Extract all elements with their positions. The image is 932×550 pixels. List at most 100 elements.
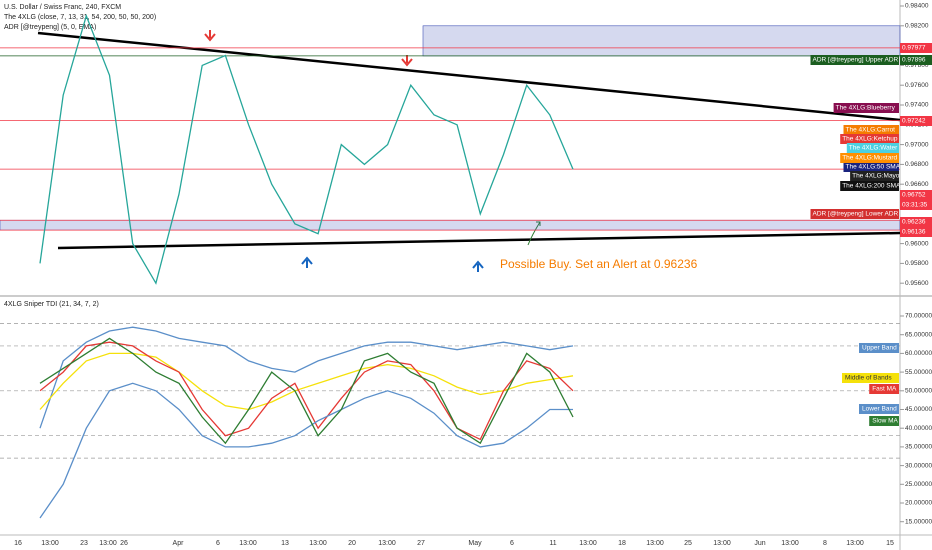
y-tick-label: 60.00000	[905, 350, 932, 357]
indicator-tag-label: The 4XLG:Mayo	[852, 173, 900, 180]
indicator-tag-label: ADR [@treypeng] Upper ADR	[813, 57, 899, 64]
x-tick-label: May	[468, 540, 482, 547]
y-tick-label: 35.00000	[905, 444, 932, 451]
price-tag	[900, 217, 932, 227]
indicator-tag-label: The 4XLG:Carrot	[846, 127, 896, 134]
x-tick-label: 13:00	[713, 540, 731, 547]
x-tick-label: 13:00	[646, 540, 664, 547]
x-tick-label: 8	[823, 540, 827, 547]
price-tag-label: 0.97896	[902, 57, 926, 64]
y-tick-label: 30.00000	[905, 462, 932, 469]
indicator-tag	[843, 125, 899, 135]
y-tick-label: 50.00000	[905, 388, 932, 395]
legend-label: Slow MA	[872, 418, 898, 425]
adr-zone	[422, 25, 901, 57]
x-tick-label: 13:00	[378, 540, 396, 547]
indicator-tag	[846, 143, 899, 153]
legend-swatch	[869, 416, 899, 426]
x-tick-label: 13	[281, 540, 289, 547]
y-tick-label: 55.00000	[905, 369, 932, 376]
y-tick-label: 0.96600	[905, 181, 929, 188]
y-tick-label: 0.98200	[905, 23, 929, 30]
x-tick-label: 13:00	[239, 540, 257, 547]
x-tick-label: 13:00	[846, 540, 864, 547]
indicator-tag	[810, 209, 899, 219]
x-tick-label: 13:00	[579, 540, 597, 547]
indicator-tag-label: The 4XLG:200 SMA	[842, 183, 901, 190]
indicator-tag-label: The 4XLG:Mustard	[842, 155, 897, 162]
x-tick-label: 18	[618, 540, 626, 547]
indicator-tag	[850, 171, 899, 181]
x-tick-label: 13:00	[41, 540, 59, 547]
x-tick-label: 13:00	[309, 540, 327, 547]
legend-label: Upper Band	[862, 345, 897, 352]
x-tick-label: 15	[886, 540, 894, 547]
chart-title: U.S. Dollar / Swiss Franc, 240, FXCM	[4, 4, 121, 11]
legend-label: Middle of Bands	[845, 375, 892, 382]
tdi-line	[39, 337, 574, 445]
x-tick-label: 13:00	[781, 540, 799, 547]
price-tag-label: 0.96752	[902, 192, 926, 199]
x-tick-label: Apr	[173, 540, 185, 547]
y-tick-label: 65.00000	[905, 331, 932, 338]
adr-zone	[0, 219, 901, 231]
legend-swatch	[859, 404, 899, 414]
y-tick-label: 70.00000	[905, 313, 932, 320]
legend-label: Lower Band	[862, 406, 897, 413]
price-tag	[900, 43, 932, 53]
indicator-tag-label: The 4XLG:Water	[849, 145, 898, 152]
y-tick-label: 20.00000	[905, 500, 932, 507]
indicator-tag-label: ADR [@treypeng] Lower ADR	[813, 211, 899, 218]
y-tick-label: 0.97400	[905, 102, 929, 109]
legend-swatch	[842, 373, 899, 383]
x-tick-label: 6	[216, 540, 220, 547]
annotation: Possible Buy. Set an Alert at 0.96236	[500, 257, 698, 271]
x-tick-label: Jun	[754, 540, 765, 547]
price-tag-label: 0.96136	[902, 229, 926, 236]
y-tick-label: 45.00000	[905, 406, 932, 413]
indicator-tag	[840, 134, 899, 144]
indicator-tag	[833, 103, 899, 113]
price-tag-label: 0.97977	[902, 45, 926, 52]
y-tick-label: 0.98400	[905, 3, 929, 10]
x-tick-label: 26	[120, 540, 128, 547]
price-tag	[900, 116, 932, 126]
legend-swatch	[869, 384, 899, 394]
legend-label: Fast MA	[872, 386, 897, 393]
y-tick-label: 0.96800	[905, 161, 929, 168]
price-tag	[900, 190, 932, 200]
indicator-tag-label: The 4XLG:Blueberry	[836, 105, 896, 112]
y-tick-label: 0.97800	[905, 62, 929, 69]
indicator-tag-label: The 4XLG:Ketchup	[842, 136, 898, 143]
price-tag-label: 0.97242	[902, 118, 926, 125]
buy-arrow	[301, 256, 313, 268]
indicator-tag	[840, 181, 899, 191]
indicator-tag	[810, 55, 899, 65]
x-tick-label: 25	[684, 540, 692, 547]
sell-arrow	[204, 30, 216, 42]
sell-arrow	[401, 55, 413, 67]
y-tick-label: 0.95800	[905, 260, 929, 267]
tdi-line	[39, 326, 574, 429]
y-tick-label: 15.00000	[905, 518, 932, 525]
indicator-label: The 4XLG (close, 7, 13, 31, 54, 200, 50,…	[4, 14, 156, 21]
tdi-line	[39, 352, 574, 411]
indicator-tag	[840, 153, 899, 163]
indicator-tag-label: The 4XLG:50 SMA	[846, 164, 901, 171]
indicator-label: ADR [@treypeng] (5, 0, EMA)	[4, 24, 96, 31]
indicator-tag-label: 03:31:35	[902, 202, 928, 209]
y-tick-label: 25.00000	[905, 481, 932, 488]
x-tick-label: 23	[80, 540, 88, 547]
y-tick-label: 40.00000	[905, 425, 932, 432]
y-tick-label: 0.96000	[905, 240, 929, 247]
price-tag	[900, 55, 932, 65]
price-tag	[900, 227, 932, 237]
trendline-lower	[57, 231, 901, 250]
x-tick-label: 16	[14, 540, 22, 547]
tdi-line	[39, 341, 574, 441]
buy-arrow	[472, 260, 484, 272]
tdi-line	[39, 382, 573, 519]
price-line	[39, 13, 574, 285]
